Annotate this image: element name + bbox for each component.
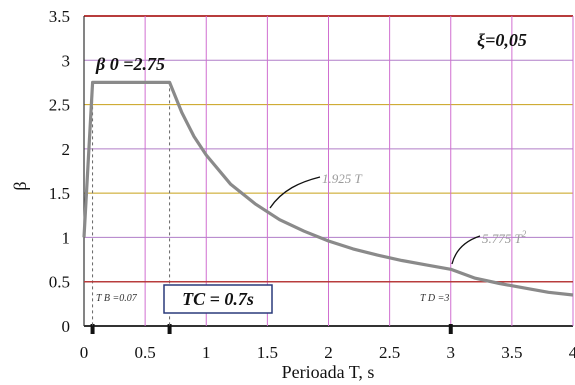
y-tick-label: 3 [62, 51, 71, 70]
td-annotation: T D =3 [420, 293, 449, 304]
tc-annotation: TC = 0.7s [182, 289, 254, 309]
y-tick-labels: 0 0.5 1 1.5 2 2.5 3 3.5 [49, 7, 70, 336]
x-tick-label: 0.5 [135, 343, 156, 362]
beta0-annotation: β 0 =2.75 [95, 54, 165, 74]
xi-annotation: ξ=0,05 [477, 30, 527, 51]
x-tick-labels: 0 0.5 1 1.5 2 2.5 3 3.5 4 [80, 343, 575, 362]
x-tick-label: 0 [80, 343, 89, 362]
mid-formula-leader [269, 176, 321, 209]
late-formula-base: 5.775 T [482, 231, 523, 246]
late-formula-annotation: 5.775 T2 [482, 229, 527, 246]
x-tick-label: 3.5 [501, 343, 522, 362]
y-tick-label: 0.5 [49, 273, 70, 292]
y-tick-label: 1.5 [49, 184, 70, 203]
y-tick-label: 2 [62, 140, 71, 159]
y-tick-label: 1 [62, 228, 71, 247]
mid-formula-annotation: 1.925 T [322, 171, 363, 186]
tb-annotation: T B =0.07 [96, 293, 138, 304]
x-tick-label: 4 [569, 343, 575, 362]
x-tick-label: 2 [324, 343, 333, 362]
late-formula-leader [451, 235, 481, 265]
tc-box [163, 284, 273, 314]
spectrum-curve [82, 80, 574, 297]
y-axis-title: β [10, 181, 30, 190]
series-line [82, 80, 574, 297]
y-tick-label: 3.5 [49, 7, 70, 26]
y-tick-label: 2.5 [49, 96, 70, 115]
x-tick-label: 2.5 [379, 343, 400, 362]
grid [83, 15, 574, 334]
x-tick-label: 1 [202, 343, 211, 362]
late-formula-exponent: 2 [522, 229, 527, 239]
x-axis-title: Perioada T, s [282, 362, 375, 382]
y-tick-label: 0 [62, 317, 71, 336]
x-tick-label: 1.5 [257, 343, 278, 362]
x-tick-label: 3 [447, 343, 456, 362]
